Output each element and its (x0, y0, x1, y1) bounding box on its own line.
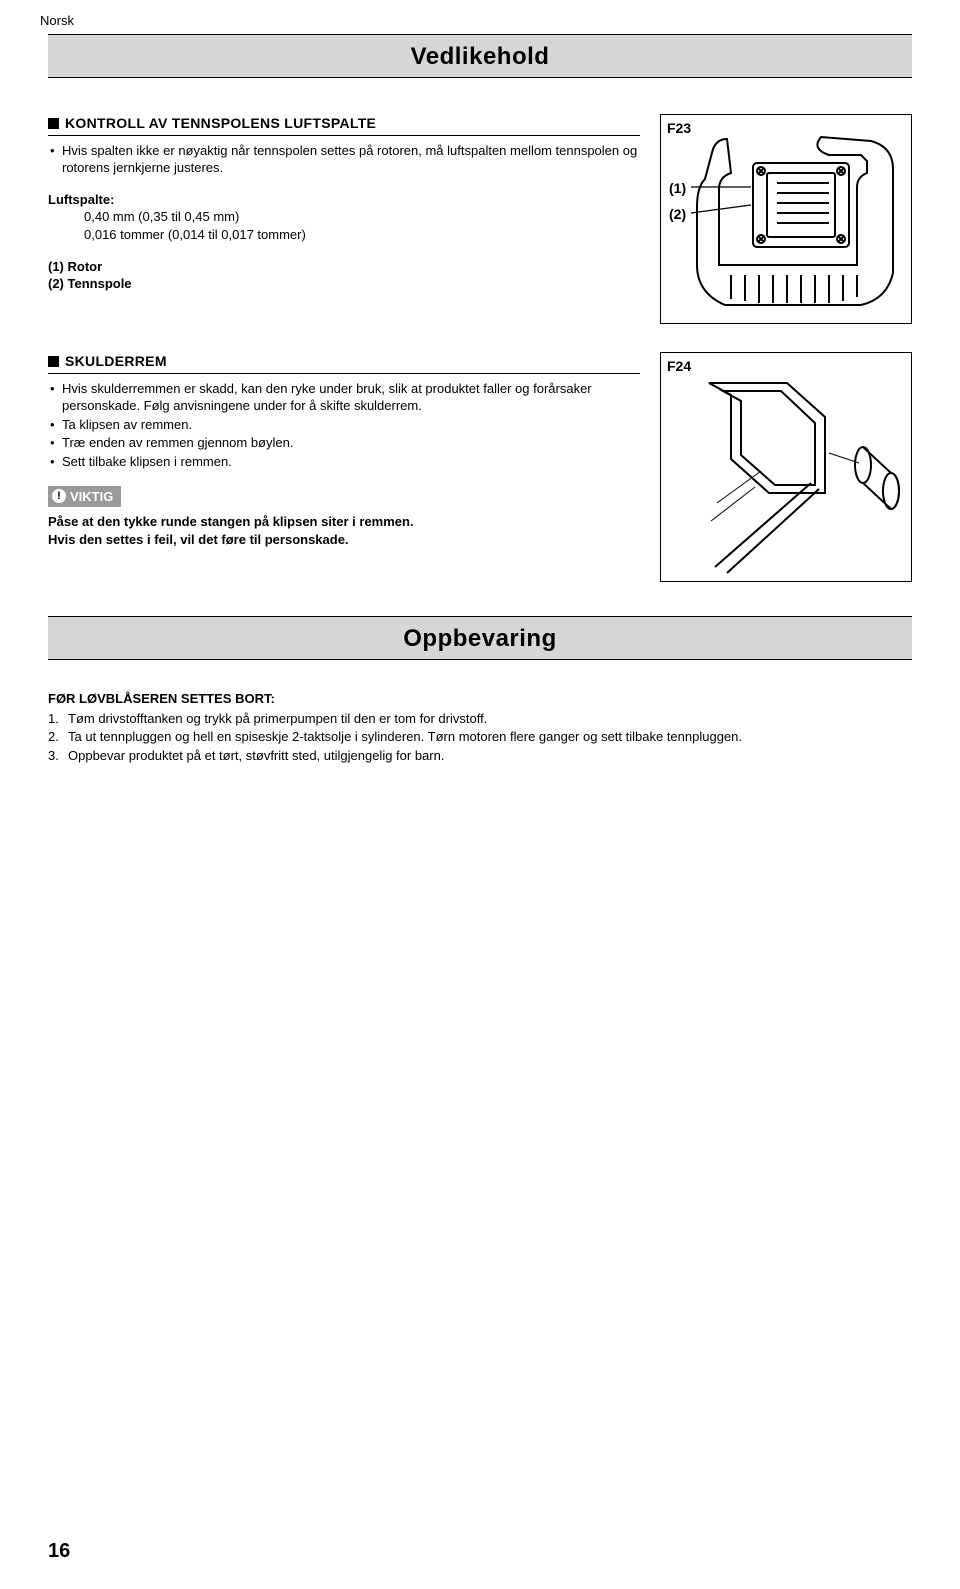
figure-label: F24 (667, 357, 691, 376)
legend-item: (1) Rotor (48, 258, 640, 276)
section-row-2: SKULDERREM Hvis skulderremmen er skadd, … (48, 352, 912, 582)
section1-text: KONTROLL AV TENNSPOLENS LUFTSPALTE Hvis … (48, 114, 640, 324)
square-bullet-icon (48, 356, 59, 367)
spec-line: 0,40 mm (0,35 til 0,45 mm) (48, 208, 640, 226)
list-item: Sett tilbake klipsen i remmen. (50, 453, 640, 471)
alert-icon: ! (52, 489, 66, 503)
section2-text: SKULDERREM Hvis skulderremmen er skadd, … (48, 352, 640, 582)
banner-title: Oppbevaring (48, 623, 912, 655)
engine-diagram-icon (661, 115, 913, 325)
figure-callout-1: (1) (667, 179, 688, 198)
viktig-line: Påse at den tykke runde stangen på klips… (48, 513, 640, 531)
banner-vedlikehold: Vedlikehold (48, 34, 912, 78)
viktig-label: VIKTIG (70, 488, 113, 506)
spec-heading: Luftspalte: (48, 191, 640, 209)
spec-line: 0,016 tommer (0,014 til 0,017 tommer) (48, 226, 640, 244)
page-number: 16 (48, 1538, 70, 1565)
figure-label: F23 (667, 119, 691, 138)
figure-f24-column: F24 (660, 352, 912, 582)
square-bullet-icon (48, 118, 59, 129)
list-item: Ta ut tennpluggen og hell en spiseskje 2… (48, 728, 912, 746)
storage-list: Tøm drivstofftanken og trykk på primerpu… (48, 710, 912, 765)
section-row-1: KONTROLL AV TENNSPOLENS LUFTSPALTE Hvis … (48, 114, 912, 324)
luftspalte-spec: Luftspalte: 0,40 mm (0,35 til 0,45 mm) 0… (48, 191, 640, 244)
section2-bullets: Hvis skulderremmen er skadd, kan den ryk… (48, 380, 640, 471)
legend: (1) Rotor (2) Tennspole (48, 258, 640, 293)
section2-heading: SKULDERREM (48, 352, 640, 374)
list-item: Hvis skulderremmen er skadd, kan den ryk… (50, 380, 640, 415)
section1-title: KONTROLL AV TENNSPOLENS LUFTSPALTE (65, 114, 376, 133)
legend-item: (2) Tennspole (48, 275, 640, 293)
strap-clip-diagram-icon (661, 353, 913, 583)
viktig-badge: ! VIKTIG (48, 486, 121, 508)
banner-oppbevaring: Oppbevaring (48, 616, 912, 660)
list-item: Ta klipsen av remmen. (50, 416, 640, 434)
figure-f24: F24 (660, 352, 912, 582)
banner-title: Vedlikehold (48, 41, 912, 73)
viktig-text: Påse at den tykke runde stangen på klips… (48, 513, 640, 548)
list-item: Træ enden av remmen gjennom bøylen. (50, 434, 640, 452)
storage-section: FØR LØVBLÅSEREN SETTES BORT: Tøm drivsto… (48, 690, 912, 764)
language-label: Norsk (40, 12, 912, 30)
figure-f23: F23 (1) (2) (660, 114, 912, 324)
section1-heading: KONTROLL AV TENNSPOLENS LUFTSPALTE (48, 114, 640, 136)
storage-heading: FØR LØVBLÅSEREN SETTES BORT: (48, 690, 912, 708)
list-item: Oppbevar produktet på et tørt, støvfritt… (48, 747, 912, 765)
list-item: Hvis spalten ikke er nøyaktig når tennsp… (50, 142, 640, 177)
figure-callout-2: (2) (667, 205, 688, 224)
viktig-line: Hvis den settes i feil, vil det føre til… (48, 531, 640, 549)
figure-f23-column: F23 (1) (2) (660, 114, 912, 324)
section2-title: SKULDERREM (65, 352, 167, 371)
section1-bullets: Hvis spalten ikke er nøyaktig når tennsp… (48, 142, 640, 177)
list-item: Tøm drivstofftanken og trykk på primerpu… (48, 710, 912, 728)
